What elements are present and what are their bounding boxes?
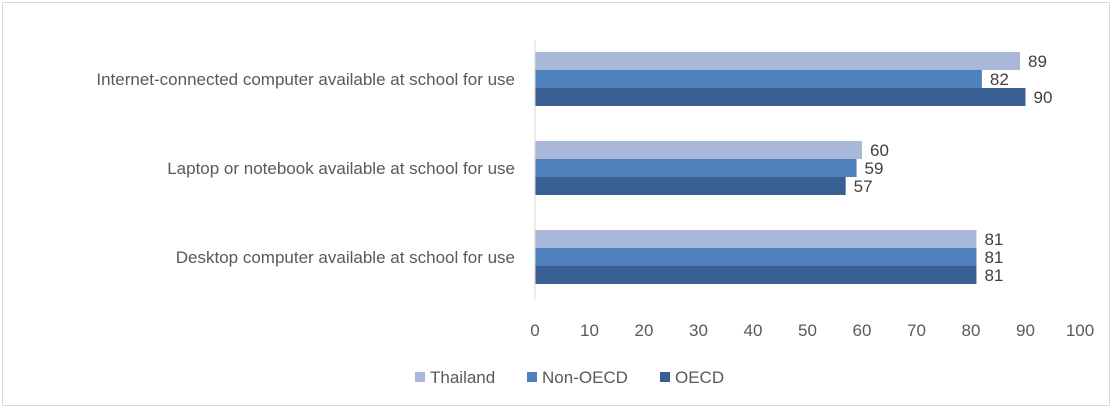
x-tick-label: 70 — [907, 321, 926, 340]
data-label: 82 — [990, 70, 1009, 89]
data-label: 81 — [984, 248, 1003, 267]
legend-swatch — [660, 372, 670, 382]
x-tick-label: 100 — [1066, 321, 1094, 340]
data-label: 59 — [865, 159, 884, 178]
legend-swatch — [527, 372, 537, 382]
bar-thailand-2 — [535, 230, 977, 248]
data-label: 60 — [870, 141, 889, 160]
bar-oecd-2 — [535, 266, 977, 284]
legend-swatch — [415, 372, 425, 382]
x-tick-label: 40 — [744, 321, 763, 340]
category-label: Desktop computer available at school for… — [176, 248, 515, 267]
legend-label: Non-OECD — [542, 368, 628, 387]
legend-label: OECD — [675, 368, 724, 387]
legend-label: Thailand — [430, 368, 495, 387]
bar-oecd-0 — [535, 88, 1026, 106]
x-axis: 0 10 20 30 40 50 60 70 80 90 100 — [530, 40, 1094, 340]
x-tick-label: 30 — [689, 321, 708, 340]
bar-non-oecd-0 — [535, 70, 982, 88]
bar-thailand-1 — [535, 141, 862, 159]
data-label: 81 — [984, 230, 1003, 249]
bars-layer — [535, 52, 1026, 284]
x-tick-label: 90 — [1016, 321, 1035, 340]
bar-thailand-0 — [535, 52, 1021, 70]
legend: Thailand Non-OECD OECD — [415, 368, 724, 387]
x-tick-label: 50 — [798, 321, 817, 340]
bar-non-oecd-2 — [535, 248, 977, 266]
bar-oecd-1 — [535, 177, 846, 195]
data-label: 90 — [1034, 88, 1053, 107]
data-label: 89 — [1028, 52, 1047, 71]
x-tick-label: 0 — [530, 321, 539, 340]
category-label: Laptop or notebook available at school f… — [167, 159, 515, 178]
x-tick-label: 20 — [635, 321, 654, 340]
labels-layer: Internet-connected computer available at… — [96, 52, 1052, 285]
x-tick-label: 80 — [962, 321, 981, 340]
x-tick-label: 60 — [853, 321, 872, 340]
data-label: 81 — [984, 266, 1003, 285]
x-tick-label: 10 — [580, 321, 599, 340]
category-label: Internet-connected computer available at… — [96, 70, 515, 89]
bar-non-oecd-1 — [535, 159, 857, 177]
data-label: 57 — [854, 177, 873, 196]
